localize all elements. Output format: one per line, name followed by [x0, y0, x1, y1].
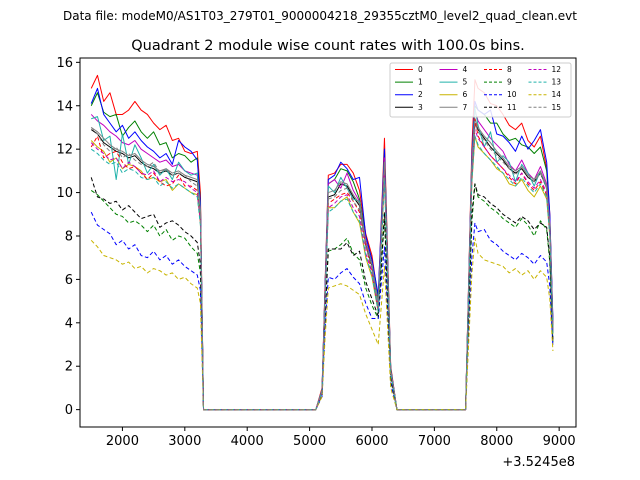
y-tick-label: 0 — [65, 403, 73, 418]
series-line-10 — [90, 211, 554, 411]
x-tick-label: 7000 — [418, 434, 451, 449]
series-line-15 — [90, 122, 554, 411]
legend-label-8: 8 — [507, 65, 512, 74]
y-tick-label: 10 — [56, 186, 73, 201]
x-tick-label: 2000 — [106, 434, 139, 449]
x-tick-label: 4000 — [231, 434, 264, 449]
series-line-14 — [90, 237, 554, 411]
x-tick-label: 6000 — [355, 434, 388, 449]
legend-label-6: 6 — [463, 90, 468, 99]
legend-label-10: 10 — [507, 90, 517, 99]
legend-label-5: 5 — [463, 78, 468, 87]
chart-title: Quadrant 2 module wise count rates with … — [131, 38, 525, 54]
plot-frame — [79, 57, 577, 428]
axis-ticks: 2000 3000 4000 5000 6000 7000 8000 900002468101… — [56, 56, 575, 449]
series-lines — [90, 74, 554, 411]
series-line-11 — [90, 177, 554, 411]
series-line-8 — [90, 118, 554, 411]
legend-label-2: 2 — [418, 90, 423, 99]
legend-label-3: 3 — [418, 103, 423, 112]
legend-label-9: 9 — [507, 78, 512, 87]
legend-label-13: 13 — [552, 78, 562, 87]
legend-label-7: 7 — [463, 103, 468, 112]
legend-label-15: 15 — [552, 103, 562, 112]
x-axis-offset-label: +3.5245e8 — [502, 455, 575, 470]
figure-suptitle: Data file: modeM0/AS1T03_279T01_90000042… — [63, 9, 577, 23]
legend-label-0: 0 — [418, 65, 423, 74]
legend-label-14: 14 — [552, 90, 562, 99]
series-line-13 — [90, 135, 554, 411]
y-tick-label: 2 — [65, 360, 73, 375]
y-tick-label: 16 — [56, 56, 73, 71]
y-tick-label: 12 — [56, 143, 73, 158]
legend-label-12: 12 — [552, 65, 562, 74]
legend-label-4: 4 — [463, 65, 468, 74]
y-tick-label: 8 — [65, 229, 73, 244]
y-tick-label: 14 — [56, 99, 73, 114]
x-tick-label: 5000 — [293, 434, 326, 449]
x-tick-label: 9000 — [543, 434, 576, 449]
x-tick-label: 3000 — [168, 434, 201, 449]
x-tick-label: 8000 — [480, 434, 513, 449]
legend-box — [389, 62, 572, 118]
legend-label-11: 11 — [507, 103, 517, 112]
y-tick-label: 6 — [65, 273, 73, 288]
legend-label-1: 1 — [418, 78, 423, 87]
y-tick-label: 4 — [65, 316, 73, 331]
